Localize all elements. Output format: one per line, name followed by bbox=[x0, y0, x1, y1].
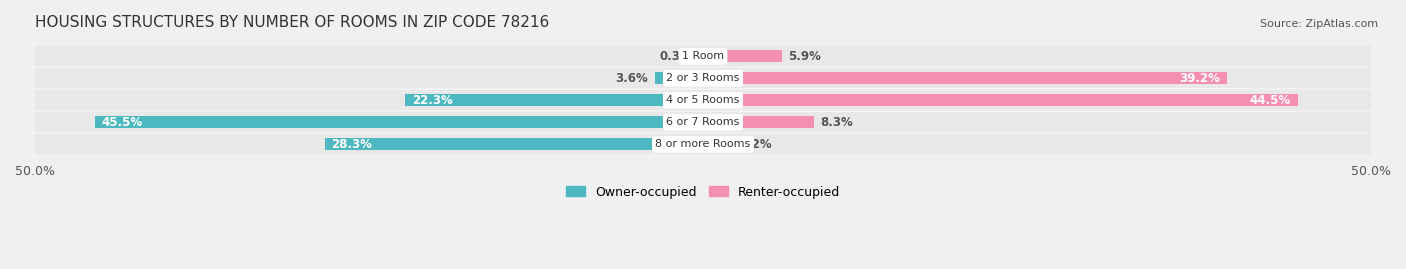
Legend: Owner-occupied, Renter-occupied: Owner-occupied, Renter-occupied bbox=[561, 180, 845, 204]
Text: 1 Room: 1 Room bbox=[682, 51, 724, 61]
Bar bbox=[703, 50, 782, 62]
Bar bbox=[699, 50, 703, 62]
Text: 5.9%: 5.9% bbox=[789, 50, 821, 63]
Bar bbox=[96, 116, 703, 128]
Text: HOUSING STRUCTURES BY NUMBER OF ROOMS IN ZIP CODE 78216: HOUSING STRUCTURES BY NUMBER OF ROOMS IN… bbox=[35, 15, 550, 30]
Text: 4 or 5 Rooms: 4 or 5 Rooms bbox=[666, 95, 740, 105]
Bar bbox=[325, 138, 703, 150]
Bar bbox=[35, 134, 1371, 154]
Bar bbox=[703, 138, 733, 150]
Text: 39.2%: 39.2% bbox=[1180, 72, 1220, 85]
Text: 8 or more Rooms: 8 or more Rooms bbox=[655, 139, 751, 149]
Bar bbox=[35, 46, 1371, 66]
Text: Source: ZipAtlas.com: Source: ZipAtlas.com bbox=[1260, 19, 1378, 29]
Text: 28.3%: 28.3% bbox=[332, 138, 373, 151]
Bar bbox=[35, 90, 1371, 110]
Bar bbox=[703, 72, 1226, 84]
Bar bbox=[405, 94, 703, 107]
Text: 22.3%: 22.3% bbox=[412, 94, 453, 107]
Text: 3.6%: 3.6% bbox=[616, 72, 648, 85]
Text: 2.2%: 2.2% bbox=[740, 138, 772, 151]
Text: 6 or 7 Rooms: 6 or 7 Rooms bbox=[666, 117, 740, 127]
Text: 45.5%: 45.5% bbox=[101, 116, 143, 129]
Text: 8.3%: 8.3% bbox=[821, 116, 853, 129]
Bar bbox=[703, 94, 1298, 107]
Text: 0.3%: 0.3% bbox=[659, 50, 692, 63]
Bar bbox=[655, 72, 703, 84]
Bar bbox=[35, 112, 1371, 132]
Bar bbox=[35, 68, 1371, 88]
Bar bbox=[703, 116, 814, 128]
Text: 44.5%: 44.5% bbox=[1250, 94, 1291, 107]
Text: 2 or 3 Rooms: 2 or 3 Rooms bbox=[666, 73, 740, 83]
